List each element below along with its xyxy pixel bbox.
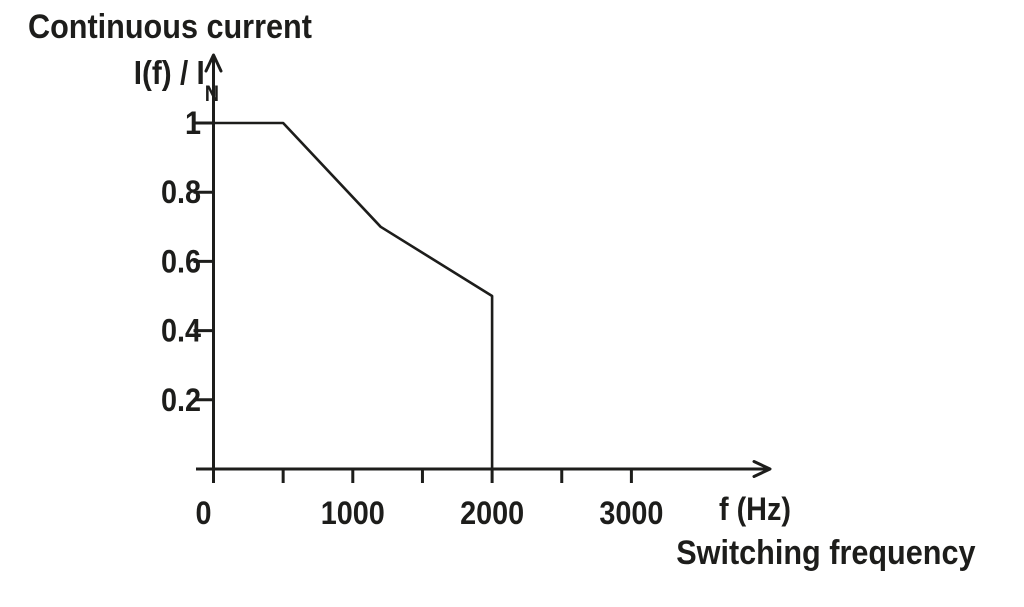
y-tick-label: 0.6 xyxy=(161,244,201,280)
y-axis-label: I(f) / IN xyxy=(22,54,219,104)
data-curve xyxy=(212,121,494,471)
y-tick-label: 0.8 xyxy=(161,175,201,211)
x-tick-label: 3000 xyxy=(599,496,663,532)
y-tick-label: 0.2 xyxy=(161,382,201,418)
x-axis-caption: Switching frequency xyxy=(675,534,975,572)
x-axis-unit: f (Hz) xyxy=(719,491,791,527)
y-axis-label-subscript: N xyxy=(204,80,219,106)
chart-title: Continuous current xyxy=(28,8,312,46)
y-tick-label: 1 xyxy=(185,106,201,142)
y-axis-label-main: I(f) / I xyxy=(133,54,205,91)
y-tick-label: 0.4 xyxy=(161,313,201,349)
y-axis-arrow-icon xyxy=(204,53,223,73)
x-axis-arrow-icon xyxy=(752,460,772,478)
x-tick-label: 1000 xyxy=(321,496,385,532)
x-tick-label: 0 xyxy=(195,496,211,532)
x-tick-label: 2000 xyxy=(460,496,524,532)
